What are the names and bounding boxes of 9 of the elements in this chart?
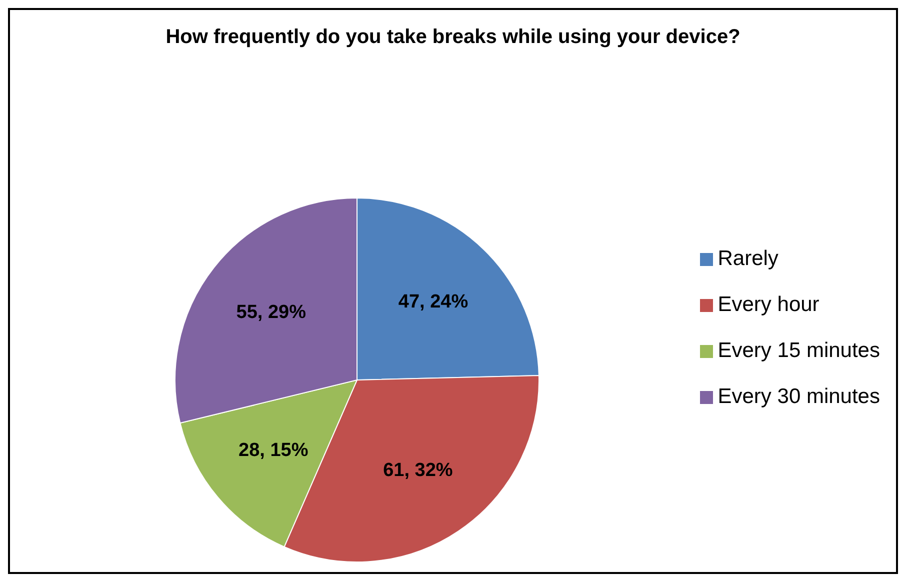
- legend-label: Every hour: [718, 293, 820, 317]
- legend-label: Every 15 minutes: [718, 339, 880, 363]
- data-label: 47, 24%: [398, 291, 468, 312]
- chart-title: How frequently do you take breaks while using your device?: [164, 25, 742, 50]
- data-label: 28, 15%: [238, 440, 308, 461]
- legend-label: Every 30 minutes: [718, 385, 880, 409]
- data-label: 55, 29%: [236, 302, 306, 324]
- data-label: 61, 32%: [383, 460, 453, 482]
- legend-label: Rarely: [718, 247, 778, 271]
